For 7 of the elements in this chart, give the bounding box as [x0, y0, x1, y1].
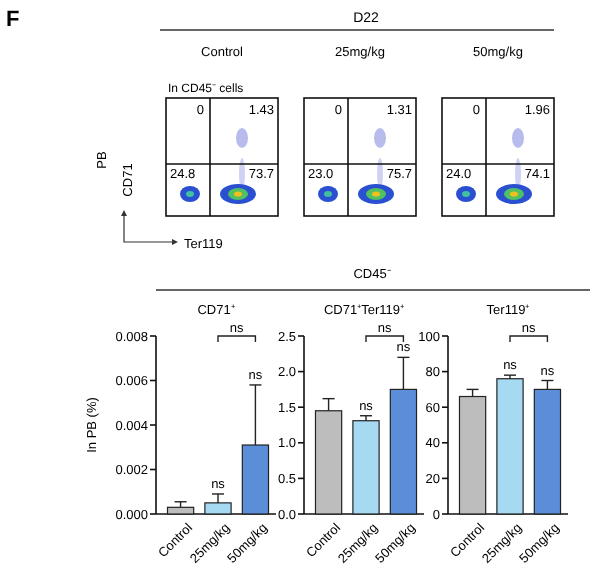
bar [204, 502, 232, 515]
bar [533, 388, 562, 515]
bar [352, 420, 380, 515]
bar [458, 395, 487, 515]
text: F [6, 8, 20, 32]
bar [496, 378, 524, 515]
bar [166, 506, 195, 515]
